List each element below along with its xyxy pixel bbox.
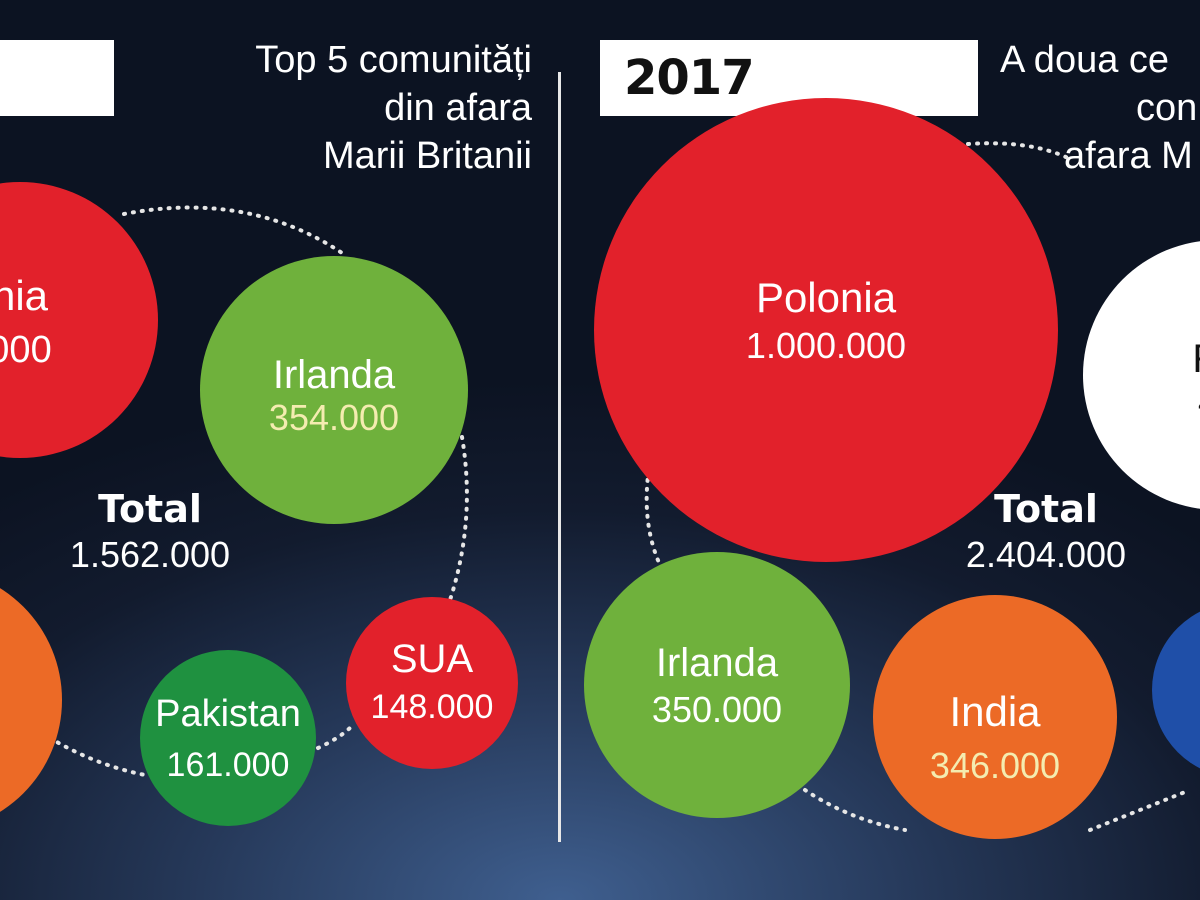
bubble-left-3 [0,588,62,812]
bubble-circle [346,597,518,769]
connector-right-top [966,141,1070,160]
chart-heading-left: Top 5 comunități din afara Marii Britani… [255,36,532,180]
bubble-circle [0,588,62,812]
bubble-circle [594,98,1058,562]
connector-left-sua [316,724,354,750]
connector-right-left [644,460,662,567]
heading-right-line-1: A doua ce [1000,39,1170,81]
bubble-label: Ro [1192,337,1200,381]
bubble-circle [1152,611,1200,769]
connector-right-bottom [803,788,907,832]
bubble-label: India [949,688,1041,735]
bubble-right-5 [1152,611,1200,769]
connector-right-edge [1088,788,1192,832]
connector-left-bottom [48,736,147,777]
heading-right-line-2: con [1136,87,1198,129]
bubble-value: 346.000 [930,745,1060,786]
bubble-right-4: India 346.000 [873,595,1117,839]
bubble-value: 000 [0,329,52,371]
bubble-circle [200,256,468,524]
bubble-label: Polonia [756,274,897,321]
total-left-label: Total [98,487,202,531]
connector-left-right [448,435,469,602]
bubble-left-1: nia 000 [0,182,158,458]
bubble-circle [140,650,316,826]
bubble-circle [873,595,1117,839]
bubble-circle [1083,241,1200,509]
connector-left-top [122,205,347,257]
heading-right-line-3: afara M [1064,135,1193,177]
bubble-circle [0,182,158,458]
total-right: Total 2.404.000 [916,486,1176,578]
total-right-label: Total [994,487,1098,531]
bubble-layer: nia000Irlanda354.000Pakistan161.000SUA14… [0,98,1200,839]
total-left: Total 1.562.000 [20,486,280,578]
chart-heading-right: A doua ce con afara M [1000,36,1197,180]
panel-divider [558,72,561,842]
bubble-circle [584,552,850,818]
bubble-value: 1.000.000 [746,325,906,366]
bubble-label: Irlanda [273,353,396,397]
bubble-value: 350.000 [652,689,782,730]
bubble-label: Pakistan [155,693,301,735]
year-box-left [0,40,114,116]
bubble-label: Irlanda [656,641,779,685]
heading-left-line-2: din afara [384,87,532,129]
bubble-value: 41 [1198,381,1200,422]
bubble-label: nia [0,272,49,319]
heading-left-line-1: Top 5 comunități [255,39,532,81]
bubble-label: SUA [391,637,474,681]
connector-lines [48,141,1192,832]
total-right-value: 2.404.000 [965,534,1127,575]
bubble-value: 354.000 [269,397,399,438]
bubble-left-5: SUA 148.000 [346,597,518,769]
bubble-left-4: Pakistan 161.000 [140,650,316,826]
heading-left-line-3: Marii Britanii [322,135,532,177]
bubble-right-2: Ro41 [1083,241,1200,509]
total-left-value: 1.562.000 [69,534,231,575]
bubble-value: 161.000 [167,746,290,784]
bubble-value: 148.000 [371,688,494,726]
